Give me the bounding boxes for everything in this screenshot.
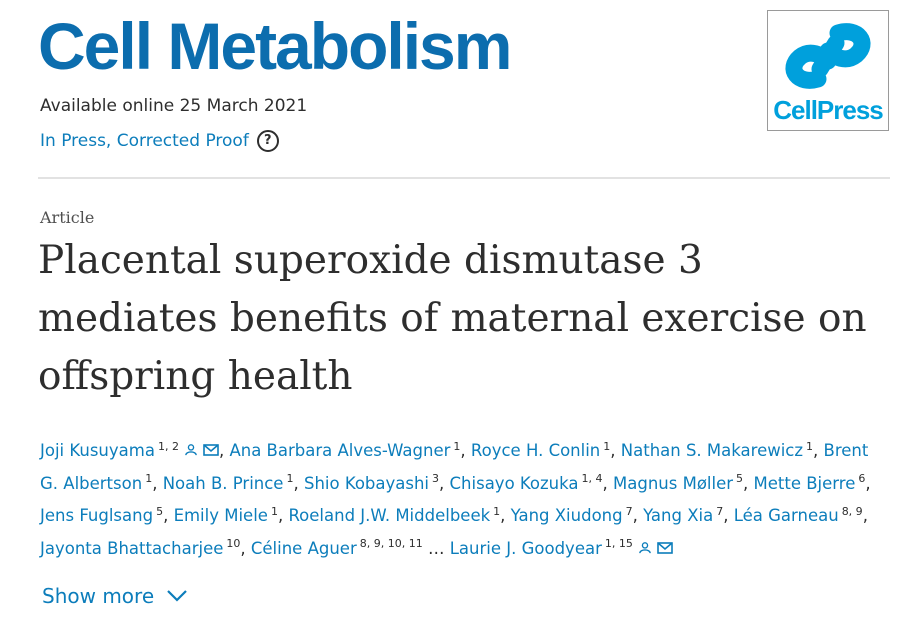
author-name: Nathan S. Makarewicz: [620, 441, 804, 460]
author-affiliation: 1: [286, 472, 294, 485]
author-affiliation: 7: [625, 504, 633, 518]
author-link[interactable]: Yang Xia 7: [643, 504, 724, 526]
author-name: Roeland J.W. Middelbeek: [288, 506, 491, 525]
author-name: Royce H. Conlin: [470, 441, 601, 460]
author-affiliation: 6: [858, 472, 866, 485]
author-affiliation: 8, 9: [841, 504, 863, 518]
author-name: Jayonta Bhattacharjee: [40, 538, 224, 558]
author-affiliation: 1: [453, 439, 461, 453]
article-type: Article: [40, 208, 95, 227]
author-affiliation: 5: [736, 472, 744, 485]
author-separator: ,: [602, 473, 613, 493]
author-link[interactable]: Magnus Møller 5: [613, 472, 744, 493]
author-link[interactable]: Chisayo Kozuka 1, 4: [449, 472, 603, 493]
header-divider: [38, 177, 890, 179]
author-affiliation: 5: [156, 504, 164, 518]
author-separator: ,: [743, 473, 754, 493]
author-separator: ,: [610, 441, 621, 460]
author-separator: ,: [865, 473, 871, 493]
author-name: Léa Garneau: [733, 506, 839, 525]
author-name: Noah B. Prince: [162, 473, 284, 493]
author-name: Céline Aguer: [250, 538, 357, 558]
author-link[interactable]: Mette Bjerre 6: [753, 472, 866, 493]
author-separator: ,: [439, 473, 450, 493]
author-separator: ,: [460, 441, 471, 460]
author-affiliation: 1, 2: [157, 439, 179, 453]
author-name: Jens Fuglsang: [40, 506, 154, 525]
author-separator: ,: [163, 506, 174, 525]
in-press-link[interactable]: In Press, Corrected Proof ?: [40, 130, 279, 152]
author-affiliation: 3: [432, 472, 440, 485]
author-name: Joji Kusuyama: [40, 441, 155, 460]
author-separator: ,: [293, 473, 304, 493]
author-separator: ,: [152, 473, 163, 493]
author-separator: ,: [240, 538, 251, 558]
author-separator: ,: [277, 506, 289, 525]
author-name: Chisayo Kozuka: [449, 473, 579, 493]
author-link[interactable]: Jens Fuglsang 5: [40, 504, 164, 526]
author-link[interactable]: Yang Xiudong 7: [510, 504, 633, 526]
author-ellipsis: …: [422, 538, 450, 558]
author-name: Magnus Møller: [613, 473, 734, 493]
author-link[interactable]: Brent G. Albertson 1: [40, 441, 868, 493]
show-more-label: Show more: [42, 584, 155, 608]
author-affiliation: 7: [716, 504, 724, 518]
author-link[interactable]: Emily Miele 1: [173, 504, 278, 526]
person-icon: [185, 444, 197, 456]
author-link[interactable]: Jayonta Bhattacharjee 10: [40, 537, 241, 558]
author-separator: ,: [632, 506, 644, 525]
article-title: Placental superoxide dismutase 3 mediate…: [38, 238, 867, 399]
author-affiliation: 1: [493, 504, 501, 518]
author-affiliation: 10: [226, 537, 241, 550]
journal-title[interactable]: Cell Metabolism: [38, 9, 512, 83]
author-separator: ,: [723, 506, 734, 525]
author-name: Ana Barbara Alves-Wagner: [229, 441, 451, 460]
author-name: Yang Xia: [643, 506, 714, 525]
cellpress-logo-text: CellPress: [773, 95, 884, 125]
author-link[interactable]: Roeland J.W. Middelbeek 1: [288, 504, 501, 526]
author-affiliation: 1, 15: [604, 537, 633, 550]
author-affiliation: 1: [603, 439, 611, 453]
author-name: Emily Miele: [173, 506, 268, 525]
author-name: Mette Bjerre: [753, 473, 856, 493]
author-affiliation: 1: [806, 439, 814, 453]
author-name: Shio Kobayashi: [303, 473, 430, 493]
author-separator: ,: [862, 506, 868, 525]
author-name: Yang Xiudong: [510, 506, 623, 525]
in-press-label: In Press, Corrected Proof: [40, 131, 249, 151]
author-link[interactable]: Ana Barbara Alves-Wagner 1: [229, 439, 461, 461]
author-affiliation: 1: [270, 504, 278, 518]
author-link[interactable]: Joji Kusuyama 1, 2: [40, 441, 219, 460]
chevron-down-icon: [167, 590, 187, 602]
author-separator: ,: [500, 506, 511, 525]
help-icon[interactable]: ?: [256, 130, 279, 152]
author-name: Brent G. Albertson: [40, 441, 869, 493]
author-affiliation: 1: [145, 472, 153, 485]
author-separator: ,: [218, 441, 230, 460]
envelope-icon[interactable]: [203, 444, 219, 456]
author-link[interactable]: Noah B. Prince 1: [162, 472, 294, 493]
author-name: Laurie J. Goodyear: [449, 538, 602, 558]
cellpress-logo[interactable]: CellPress: [767, 10, 889, 131]
author-affiliation: 1, 4: [581, 472, 603, 485]
author-link[interactable]: Laurie J. Goodyear 1, 15: [449, 537, 673, 558]
person-icon: [639, 541, 651, 553]
cellpress-logo-icon: [785, 23, 871, 89]
show-more-button[interactable]: Show more: [42, 584, 188, 608]
author-link[interactable]: Shio Kobayashi 3: [303, 472, 440, 493]
author-affiliation: 8, 9, 10, 11: [359, 537, 423, 550]
author-separator: ,: [813, 441, 824, 460]
author-link[interactable]: Céline Aguer 8, 9, 10, 11: [250, 537, 423, 558]
author-list: Joji Kusuyama 1, 2, Ana Barbara Alves-Wag…: [40, 435, 890, 565]
author-link[interactable]: Royce H. Conlin 1: [470, 439, 611, 461]
author-link[interactable]: Léa Garneau 8, 9: [733, 504, 863, 526]
envelope-icon[interactable]: [657, 541, 673, 554]
available-online-date: Available online 25 March 2021: [40, 96, 308, 116]
author-link[interactable]: Nathan S. Makarewicz 1: [620, 439, 814, 461]
